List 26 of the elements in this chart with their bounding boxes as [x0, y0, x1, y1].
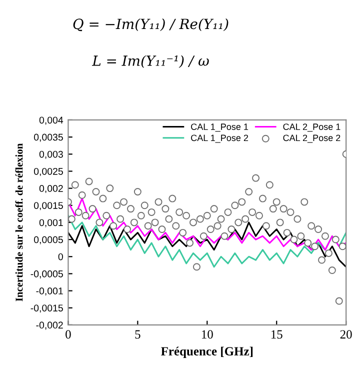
y-tick-label: 0,001	[39, 219, 63, 228]
y-tick-label: 0,0015	[34, 202, 63, 210]
y-tick-label: 0,0005	[34, 236, 63, 244]
x-tick-label: 15	[271, 330, 282, 339]
y-tick-label: 0,0035	[34, 134, 63, 142]
y-tick-label: 0,0025	[34, 168, 63, 176]
y-tick-label: 0,004	[39, 116, 64, 125]
text: L = Im(Y₁₁⁻¹) / ω	[92, 55, 209, 68]
y-tick-label: -0,0015	[30, 304, 63, 313]
x-tick-label: 20	[340, 330, 352, 339]
x-tick-label: 0	[66, 330, 71, 339]
y-tick-label: 0,003	[39, 150, 63, 159]
y-tick-label: -0,002	[36, 322, 63, 330]
legend-label: CAL 2_Pose 1	[283, 124, 340, 132]
legend-label: CAL 2_Pose 2	[283, 134, 340, 143]
x-axis-title: Fréquence [GHz]	[161, 346, 253, 358]
y-tick-label: -0,001	[36, 288, 63, 296]
legend-label: CAL 1_Pose 2	[191, 134, 248, 143]
x-tick-label: 5	[135, 330, 140, 339]
y-tick-label: 0	[58, 253, 63, 260]
y-tick-label: -0,0005	[30, 270, 63, 278]
legend-label: CAL 1_Pose 1	[191, 124, 248, 132]
y-tick-label: 0,002	[39, 185, 63, 194]
text: Q = −Im(Y₁₁) / Re(Y₁₁)	[73, 18, 228, 32]
y-axis-title: Incertitude sur le coeff. de réflexion	[15, 143, 23, 302]
x-tick-label: 10	[202, 330, 213, 339]
